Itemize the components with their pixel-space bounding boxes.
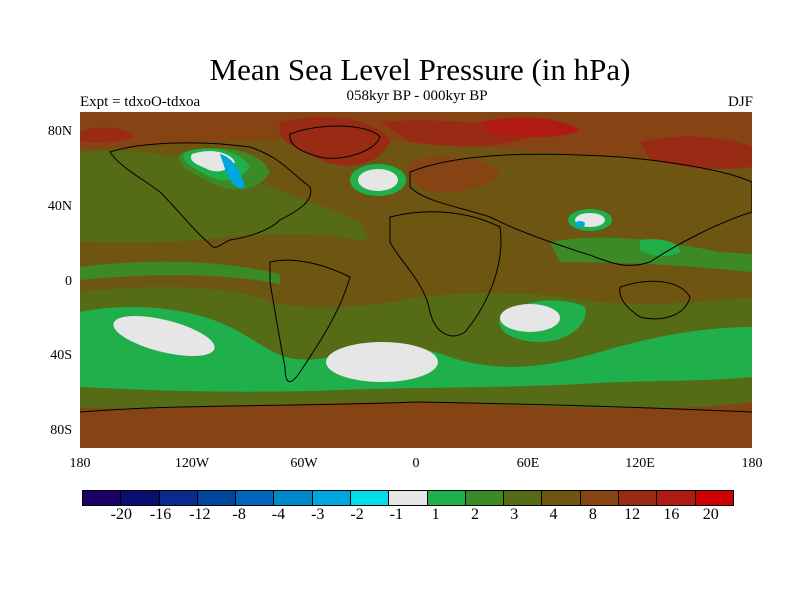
- colorbar-swatch: [388, 490, 428, 506]
- colorbar-swatch: [349, 490, 390, 506]
- arctic-red-core: [480, 117, 580, 138]
- colorbar-swatch: [579, 490, 619, 506]
- colorbar-label: 20: [702, 506, 719, 523]
- fennoscandia-white: [358, 169, 398, 191]
- colorbar-label: -4: [271, 506, 286, 523]
- tropical-strip-east: [550, 237, 752, 272]
- colorbar-label: 2: [470, 506, 479, 523]
- colorbar-label: -2: [350, 506, 364, 523]
- colorbar-label: 4: [549, 506, 558, 523]
- maritime-green: [640, 239, 680, 256]
- colorbar-label: 8: [588, 506, 597, 523]
- map-subtitle: 058kyr BP - 000kyr BP: [346, 88, 488, 104]
- north-america-coast: [109, 142, 312, 248]
- colorbar-swatch: [503, 490, 543, 506]
- colorbar-label: -1: [389, 506, 403, 523]
- south-pacific-low: [113, 316, 215, 356]
- colorbar-swatch: [235, 490, 275, 506]
- colorbar-swatch: [311, 490, 351, 506]
- lat-label-40s: 40S: [50, 348, 72, 363]
- colorbar-swatch: [464, 490, 505, 506]
- pressure-field: [80, 112, 752, 448]
- lon-label-0: 0: [412, 456, 420, 471]
- colorbar-swatch: [656, 490, 696, 506]
- colorbar-swatch: [541, 490, 581, 506]
- colorbar-swatch: [82, 490, 122, 506]
- tibet-cyan: [575, 221, 585, 227]
- map-title: Mean Sea Level Pressure (in hPa): [209, 52, 631, 87]
- lon-label-120e: 120E: [625, 456, 655, 471]
- dateline-high: [80, 127, 135, 143]
- eurasia-coast: [409, 153, 752, 266]
- antarctica-coast: [80, 401, 752, 413]
- greenland-coast: [289, 125, 381, 159]
- colorbar-swatch: [273, 490, 313, 506]
- experiment-label: Expt = tdxoO-tdxoa: [80, 94, 201, 110]
- colorbar-label: -8: [232, 506, 246, 523]
- colorbar-label: 12: [624, 506, 641, 523]
- colorbar-swatch: [694, 490, 734, 506]
- colorbar-label: 16: [663, 506, 680, 523]
- lat-label-80s: 80S: [50, 423, 72, 438]
- siberia-high: [640, 136, 752, 170]
- lon-label-60w: 60W: [290, 456, 318, 471]
- lat-label-80n: 80N: [47, 124, 72, 139]
- colorbar-label: -3: [311, 506, 325, 523]
- south-america-coast: [269, 259, 351, 382]
- africa-coast: [389, 211, 502, 337]
- pressure-map: [80, 112, 752, 448]
- colorbar-label: -20: [110, 506, 132, 523]
- south-atlantic-low: [326, 342, 438, 382]
- lon-label-180e: 180: [741, 456, 763, 471]
- north-atlantic-band: [408, 156, 500, 193]
- north-pacific-band: [80, 150, 370, 243]
- tropical-strip-west: [80, 261, 280, 284]
- colorbar-label: -12: [189, 506, 211, 523]
- colorbar-label: -16: [149, 506, 172, 523]
- lon-label-60e: 60E: [516, 456, 540, 471]
- colorbar: [82, 490, 750, 506]
- colorbar-swatch: [196, 490, 237, 506]
- colorbar-swatch: [426, 490, 466, 506]
- colorbar-swatch: [120, 490, 160, 506]
- colorbar-swatch: [158, 490, 198, 506]
- indian-ocean-low: [500, 304, 560, 332]
- lat-label-0: 0: [65, 274, 72, 289]
- lat-label-40n: 40N: [47, 199, 72, 214]
- lon-label-180w: 180: [69, 456, 91, 471]
- laurentide-cyan: [220, 154, 245, 189]
- colorbar-label: 1: [431, 506, 440, 523]
- lon-label-120w: 120W: [174, 456, 210, 471]
- colorbar-swatch: [617, 490, 658, 506]
- coastlines: [80, 125, 752, 413]
- season-label: DJF: [727, 94, 753, 110]
- colorbar-label: 3: [510, 506, 519, 523]
- australia-coast: [619, 280, 691, 320]
